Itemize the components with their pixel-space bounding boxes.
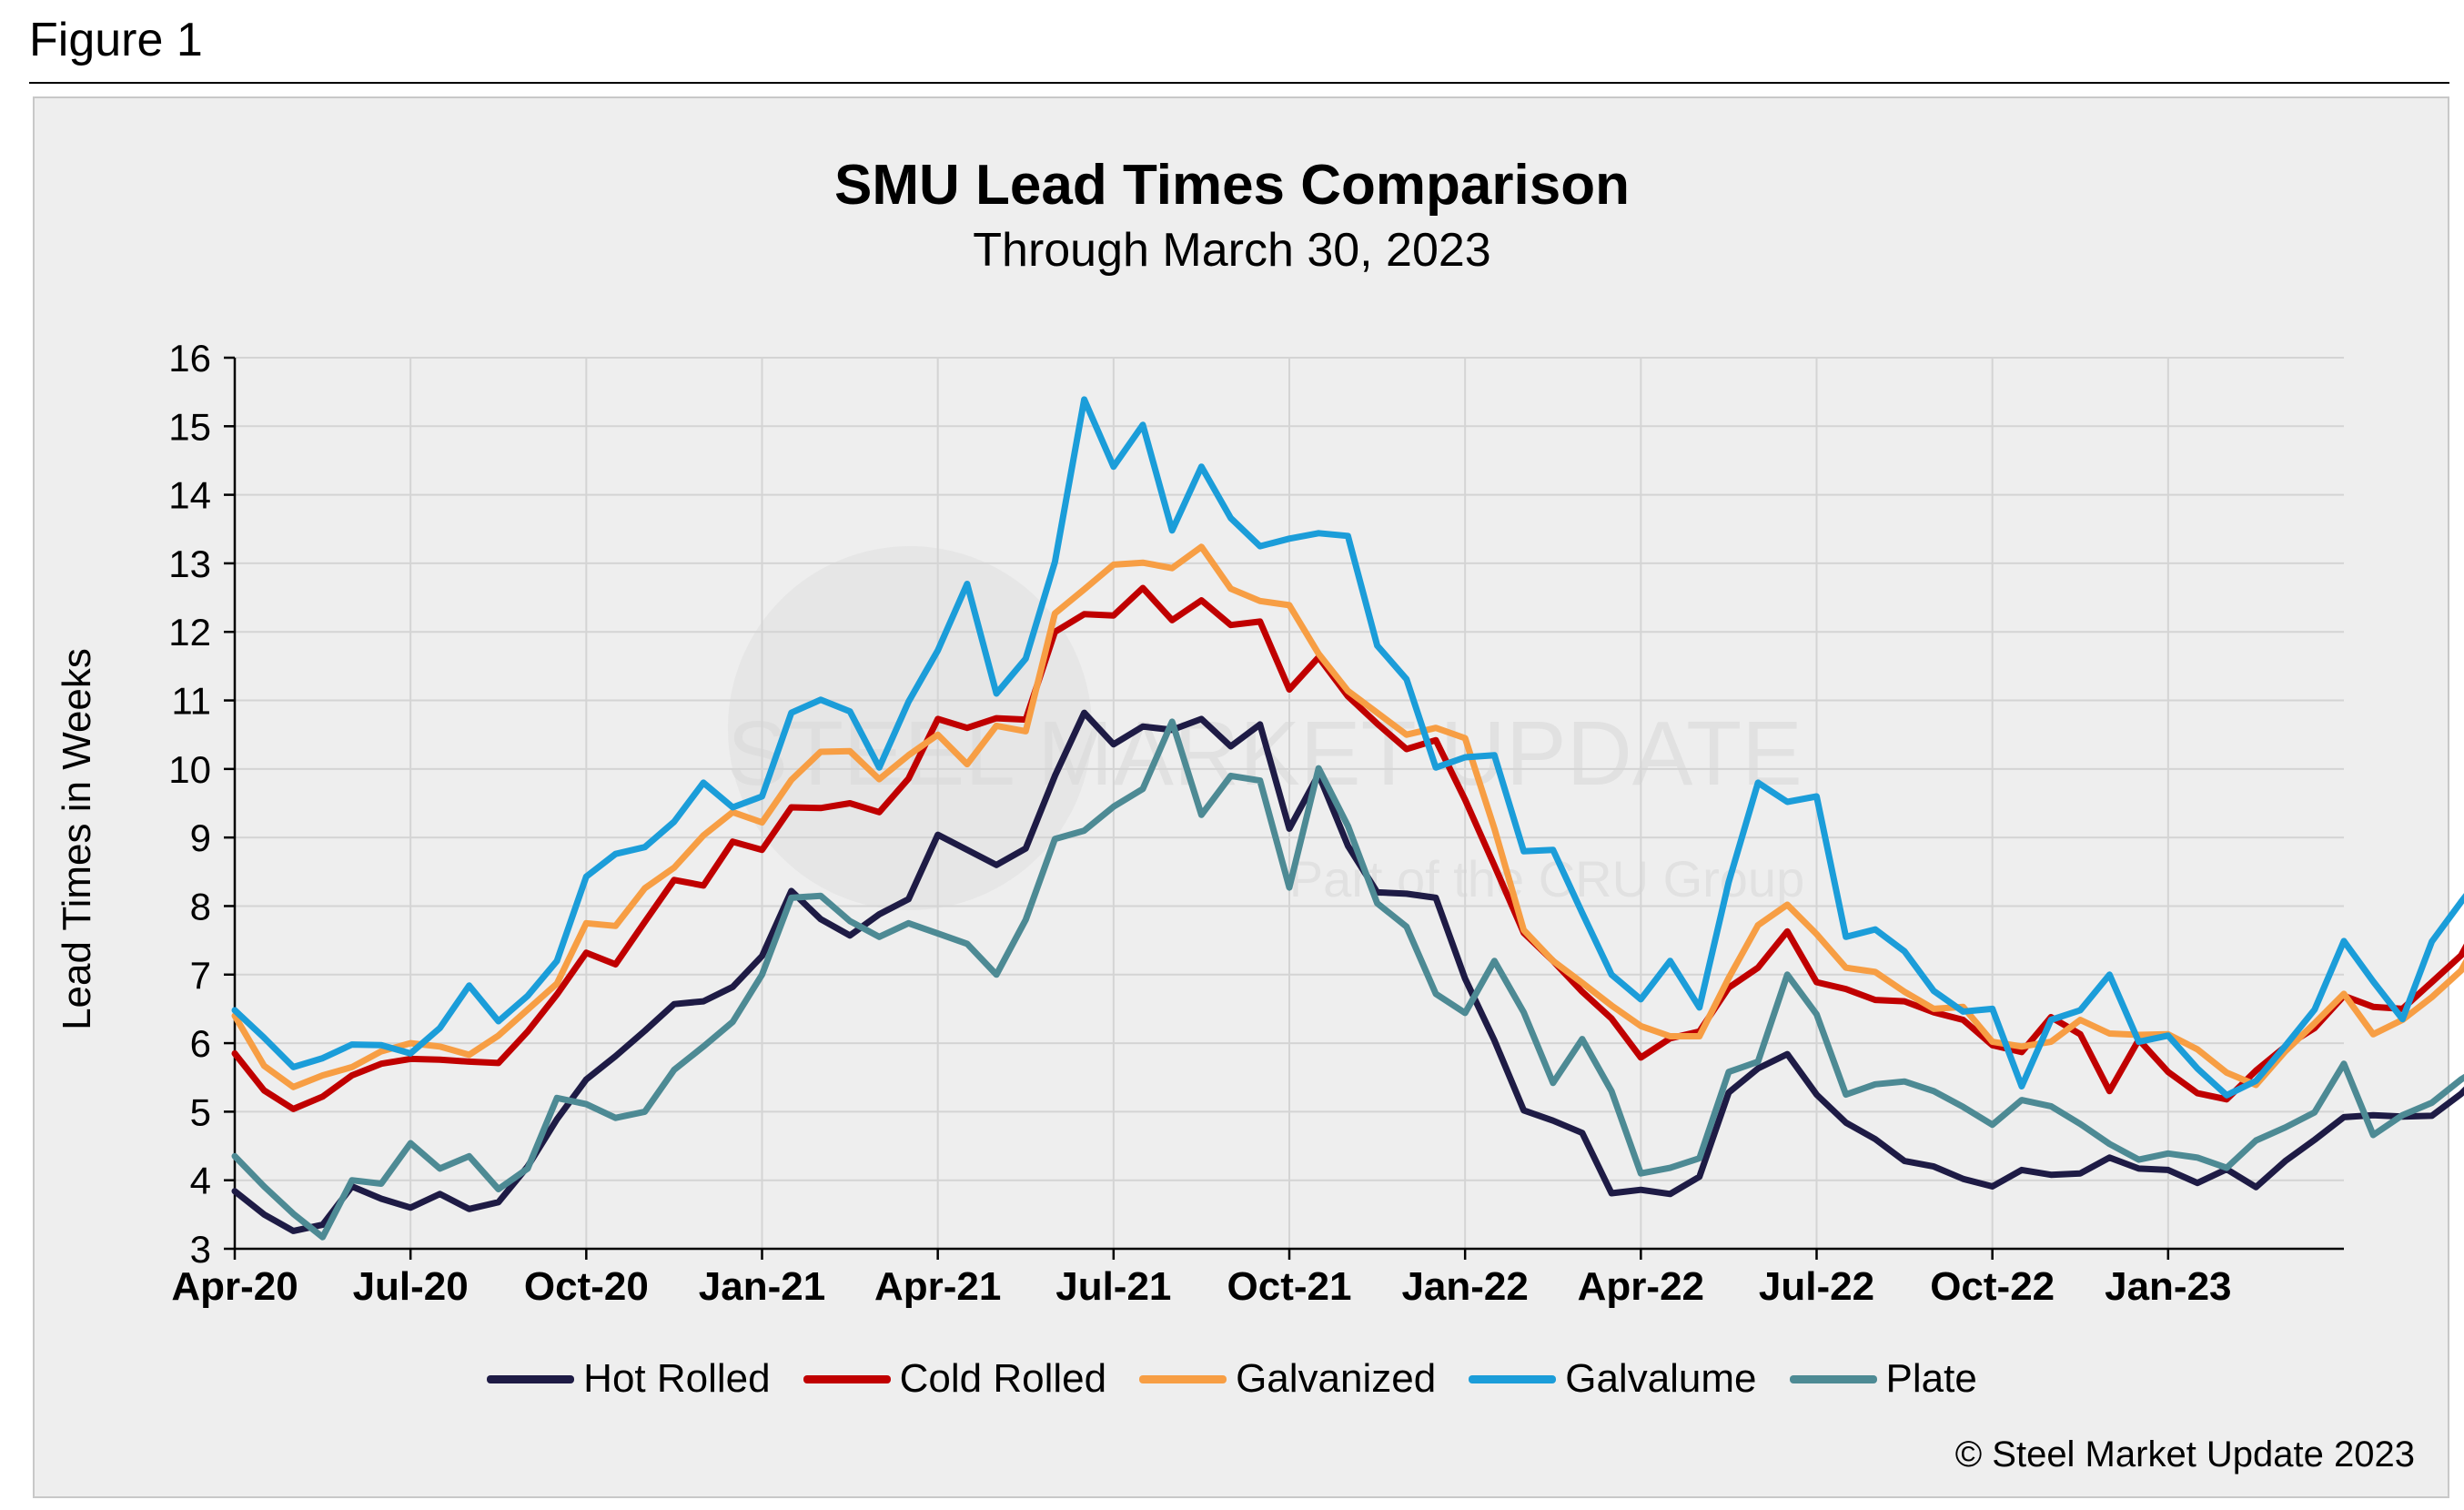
legend-item-plate: Plate: [1789, 1356, 1977, 1402]
y-tick-label: 9: [190, 816, 211, 859]
series-line-galvanized: [231, 543, 2464, 1090]
x-tick-label: Apr-20: [171, 1264, 298, 1309]
figure-label: Figure 1: [29, 14, 203, 66]
legend-item-cold-rolled: Cold Rolled: [803, 1356, 1106, 1402]
chart-subtitle: Through March 30, 2023: [973, 224, 1491, 277]
series-line-plate: [231, 718, 2464, 1241]
legend: Hot Rolled Cold Rolled Galvanized Galvalume…: [0, 1356, 2464, 1402]
legend-swatch: [1139, 1374, 1227, 1383]
watermark-logo-icon: [728, 546, 1092, 910]
chart-title: SMU Lead Times Comparison: [834, 154, 1630, 217]
legend-label: Galvanized: [1236, 1356, 1437, 1401]
y-tick-label: 6: [190, 1022, 211, 1065]
legend-swatch: [803, 1374, 891, 1383]
x-tick-label: Oct-22: [1930, 1264, 2055, 1309]
copyright-notice: © Steel Market Update 2023: [1954, 1434, 2415, 1475]
x-tick-label: Jan-23: [2105, 1264, 2231, 1309]
x-tick-label: Apr-22: [1578, 1264, 1704, 1309]
y-tick-label: 5: [190, 1090, 211, 1133]
y-tick-label: 10: [168, 748, 211, 791]
y-tick-label: 12: [168, 611, 211, 654]
x-tick-labels: Apr-20 Jul-20 Oct-20 Jan-21 Apr-21 Jul-21 Oct-…: [171, 1264, 2231, 1309]
y-tick-label: 16: [168, 337, 211, 380]
figure-divider: [29, 82, 2449, 84]
x-tick-label: Jul-22: [1759, 1264, 1874, 1309]
x-tick-label: Jul-20: [353, 1264, 469, 1309]
legend-label: Hot Rolled: [583, 1356, 771, 1401]
legend-swatch: [1789, 1374, 1877, 1383]
x-tick-label: Oct-21: [1227, 1264, 1352, 1309]
legend-label: Cold Rolled: [899, 1356, 1107, 1401]
legend-item-galvalume: Galvalume: [1469, 1356, 1757, 1402]
legend-label: Plate: [1885, 1356, 1977, 1401]
chart-panel: [33, 96, 2449, 1498]
legend-label: Galvalume: [1565, 1356, 1757, 1401]
series-line-hot-rolled: [231, 709, 2464, 1234]
series-line-galvalume: [231, 396, 2464, 1099]
y-axis-label: Lead Times in Weeks: [55, 648, 99, 1030]
x-tick-label: Jul-21: [1055, 1264, 1171, 1309]
legend-swatch: [487, 1374, 575, 1383]
y-tick-label: 14: [168, 474, 211, 517]
series-lines: [231, 396, 2464, 1241]
legend-item-galvanized: Galvanized: [1139, 1356, 1436, 1402]
y-tick-label: 8: [190, 885, 211, 927]
y-tick-labels: 3 4 5 6 7 8 9 10 11 12 13 14 15 16: [168, 337, 211, 1271]
y-tick-label: 7: [190, 954, 211, 997]
y-tick-label: 11: [171, 680, 211, 723]
axes: [224, 356, 2344, 1260]
x-tick-label: Oct-20: [524, 1264, 649, 1309]
x-tick-label: Apr-21: [874, 1264, 1001, 1309]
y-tick-label: 15: [168, 405, 211, 448]
legend-swatch: [1469, 1374, 1557, 1383]
x-tick-label: Jan-21: [699, 1264, 825, 1309]
y-tick-label: 13: [168, 542, 211, 585]
y-tick-label: 3: [190, 1228, 211, 1271]
x-tick-label: Jan-22: [1401, 1264, 1528, 1309]
legend-item-hot-rolled: Hot Rolled: [487, 1356, 771, 1402]
y-tick-label: 4: [190, 1160, 211, 1202]
